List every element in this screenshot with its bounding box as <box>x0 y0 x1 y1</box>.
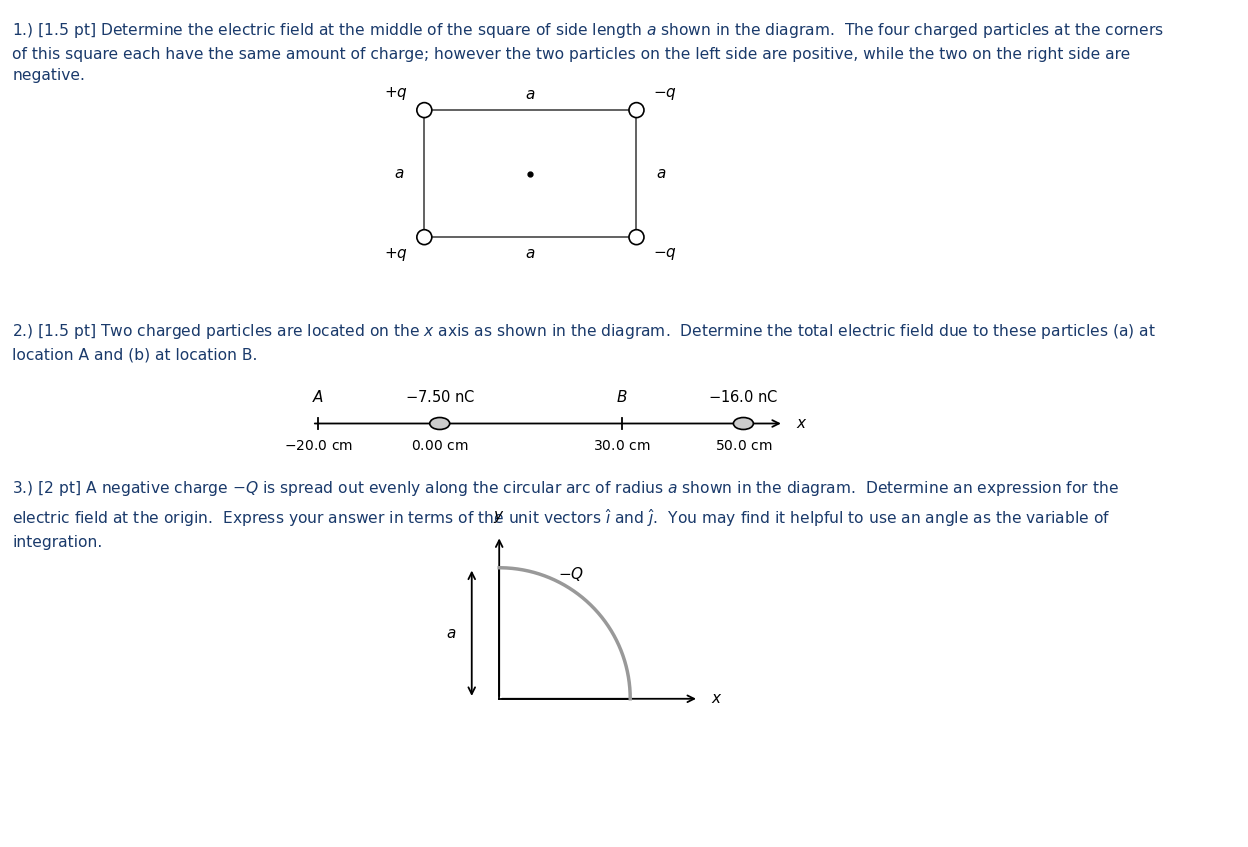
Text: $-20.0\ \mathrm{cm}$: $-20.0\ \mathrm{cm}$ <box>283 439 353 453</box>
Ellipse shape <box>734 418 754 429</box>
Text: $B$: $B$ <box>617 389 628 405</box>
Text: $50.0\ \mathrm{cm}$: $50.0\ \mathrm{cm}$ <box>715 439 773 453</box>
Text: 1.) [1.5 pt] Determine the electric field at the middle of the square of side le: 1.) [1.5 pt] Determine the electric fiel… <box>12 21 1164 83</box>
Text: $a$: $a$ <box>525 246 535 261</box>
Text: 3.) [2 pt] A negative charge $-Q$ is spread out evenly along the circular arc of: 3.) [2 pt] A negative charge $-Q$ is spr… <box>12 479 1119 551</box>
Text: $a$: $a$ <box>656 166 666 181</box>
Ellipse shape <box>629 230 644 245</box>
Text: $-16.0\ \mathrm{nC}$: $-16.0\ \mathrm{nC}$ <box>708 389 779 405</box>
Ellipse shape <box>429 418 449 429</box>
Ellipse shape <box>417 102 432 118</box>
Text: $y$: $y$ <box>493 509 505 525</box>
Text: $0.00\ \mathrm{cm}$: $0.00\ \mathrm{cm}$ <box>411 439 468 453</box>
Text: $A$: $A$ <box>312 389 324 405</box>
Text: $-7.50\ \mathrm{nC}$: $-7.50\ \mathrm{nC}$ <box>404 389 475 405</box>
Ellipse shape <box>629 102 644 118</box>
Text: $a$: $a$ <box>447 626 457 640</box>
Text: $a$: $a$ <box>394 166 404 181</box>
Text: $-q$: $-q$ <box>653 246 676 262</box>
Text: $x$: $x$ <box>711 691 723 706</box>
Text: $+q$: $+q$ <box>384 85 408 102</box>
Text: $-Q$: $-Q$ <box>558 566 584 584</box>
Text: $+q$: $+q$ <box>384 246 408 263</box>
Ellipse shape <box>417 230 432 245</box>
Text: $-q$: $-q$ <box>653 86 676 102</box>
Text: 2.) [1.5 pt] Two charged particles are located on the $x$ axis as shown in the d: 2.) [1.5 pt] Two charged particles are l… <box>12 322 1157 363</box>
Text: $a$: $a$ <box>525 86 535 102</box>
Text: $30.0\ \mathrm{cm}$: $30.0\ \mathrm{cm}$ <box>593 439 650 453</box>
Text: $x$: $x$ <box>796 416 807 431</box>
